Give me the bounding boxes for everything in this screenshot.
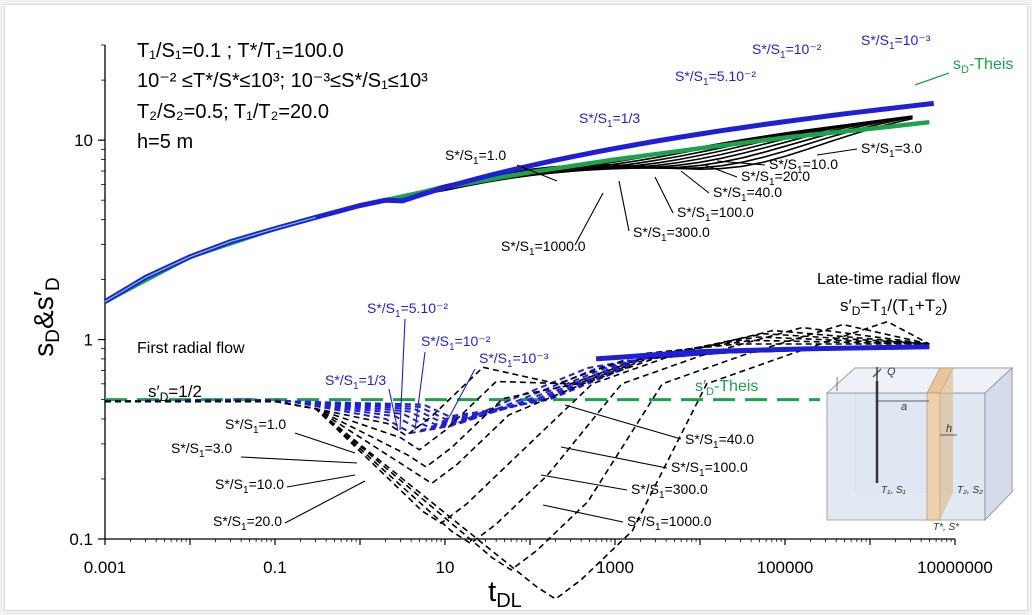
lower-label-blue: S*/S1=5.10⁻² bbox=[367, 300, 448, 320]
lower-label-black: S*/S1=40.0 bbox=[685, 431, 754, 451]
lower-label-black-leader bbox=[286, 474, 356, 488]
lower-curve-blue bbox=[104, 345, 930, 435]
sd-theis-label: sD-Theis bbox=[953, 56, 1013, 76]
lower-label-black: S*/S1=20.0 bbox=[213, 513, 282, 533]
upper-label-black-leader bbox=[654, 176, 674, 214]
upper-label-blue: S*/S1=5.10⁻² bbox=[675, 68, 756, 88]
sd-theis-leader bbox=[914, 72, 950, 86]
lower-label-black-leader bbox=[560, 446, 668, 469]
svg-text:T₁, S₁: T₁, S₁ bbox=[881, 485, 906, 496]
lower-label-blue: S*/S1=10⁻² bbox=[421, 333, 491, 353]
svg-text:Q: Q bbox=[887, 366, 896, 378]
lower-label-black: S*/S1=1.0 bbox=[225, 416, 286, 436]
lower-label-black: S*/S1=3.0 bbox=[171, 440, 232, 460]
header-line-2: 10⁻² ≤T*/S*≤10³; 10⁻³≤S*/S₁≤10³ bbox=[137, 70, 428, 92]
lower-label-black: S*/S1=10.0 bbox=[215, 476, 284, 496]
lower-label-black-leader bbox=[542, 504, 624, 523]
curve-labels: S*/S1=10⁻²S*/S1=10⁻³S*/S1=5.10⁻²S*/S1=1/… bbox=[171, 32, 931, 533]
lower-curve-black bbox=[105, 323, 930, 571]
svg-text:T*, S*: T*, S* bbox=[933, 522, 960, 533]
lower-label-blue: S*/S1=1/3 bbox=[325, 372, 386, 392]
chart-svg: 0.001 0.1 10 1000 100000 10000000 0.1 1 10 tDL s… bbox=[28, 32, 1019, 612]
upper-label-blue: S*/S1=1/3 bbox=[579, 110, 640, 130]
x-tick-label: 10 bbox=[436, 558, 455, 577]
svg-text:T₂, S₂: T₂, S₂ bbox=[957, 485, 983, 496]
x-tick-label: 100000 bbox=[757, 558, 814, 577]
upper-label-black-leader bbox=[816, 148, 858, 156]
lower-label-black-leader bbox=[240, 456, 358, 464]
lower-curve-black bbox=[105, 329, 930, 525]
lower-label-blue-leader bbox=[414, 351, 426, 431]
lower-curve-black bbox=[105, 326, 930, 545]
inset-schematic: Q a h T₁, S₁ T₂, S₂ T*, S* bbox=[825, 363, 1019, 533]
upper-label-black-leader bbox=[716, 160, 766, 166]
x-tick-label: 1000 bbox=[596, 558, 634, 577]
tick-labels: 0.001 0.1 10 1000 100000 10000000 0.1 1 10 bbox=[69, 131, 992, 577]
lower-label-black: S*/S1=1000.0 bbox=[627, 513, 712, 533]
upper-label-black-leader bbox=[704, 164, 738, 178]
upper-label-blue: S*/S1=10⁻² bbox=[752, 41, 822, 61]
lower-label-black-leader bbox=[294, 432, 356, 454]
lower-label-blue-leader bbox=[444, 368, 476, 426]
y-axis-title: sD&s′D bbox=[28, 277, 64, 356]
ticks bbox=[98, 44, 956, 545]
upper-curve-blue bbox=[103, 100, 935, 304]
lower-curve-black bbox=[105, 332, 930, 485]
late-time-flow-eq: s′D=T1/(T1+T2) bbox=[840, 296, 948, 318]
late-time-flow-label: Late-time radial flow bbox=[817, 271, 961, 288]
x-axis-title: tDL bbox=[488, 576, 522, 612]
chart-frame: 0.001 0.1 10 1000 100000 10000000 0.1 1 10 tDL s… bbox=[4, 4, 1028, 612]
y-tick-label: 0.1 bbox=[69, 530, 93, 549]
upper-label-black-leader bbox=[680, 170, 710, 194]
upper-label-black-leader bbox=[516, 164, 558, 182]
upper-label-black-leader bbox=[574, 192, 604, 246]
upper-label-black: S*/S1=40.0 bbox=[713, 184, 782, 204]
first-radial-flow-eq: s′D=1/2 bbox=[148, 382, 202, 404]
upper-label-black: S*/S1=20.0 bbox=[741, 168, 810, 188]
lower-curve-blue bbox=[104, 345, 930, 432]
upper-curve-black bbox=[104, 117, 913, 303]
lower-curve-blue bbox=[104, 345, 930, 429]
upper-curve-cyan bbox=[104, 216, 316, 303]
lower-label-black-leader bbox=[564, 404, 682, 440]
curves bbox=[103, 100, 935, 600]
upper-label-black: S*/S1=1000.0 bbox=[501, 238, 586, 258]
y-tick-label: 10 bbox=[74, 131, 93, 150]
header-line-1: T₁/S₁=0.1 ; T*/T₁=100.0 bbox=[137, 40, 344, 62]
first-radial-flow-label: First radial flow bbox=[137, 340, 245, 357]
lower-label-black: S*/S1=300.0 bbox=[631, 481, 708, 501]
lower-label-blue-leader bbox=[399, 318, 406, 431]
upper-label-black: S*/S1=300.0 bbox=[633, 224, 710, 244]
upper-curve-black bbox=[104, 115, 913, 303]
svg-text:h: h bbox=[946, 423, 952, 435]
upper-label-black-leader bbox=[618, 180, 630, 232]
svg-text:a: a bbox=[901, 401, 907, 413]
upper-label-black: S*/S1=100.0 bbox=[677, 204, 754, 224]
upper-label-blue: S*/S1=10⁻³ bbox=[861, 32, 931, 52]
lower-label-blue-leader bbox=[388, 388, 399, 432]
x-tick-label: 0.1 bbox=[263, 558, 287, 577]
header-line-4: h=5 m bbox=[137, 131, 193, 153]
x-tick-label: 0.001 bbox=[84, 558, 127, 577]
lower-label-black-leader bbox=[540, 474, 628, 491]
x-tick-label: 10000000 bbox=[917, 558, 993, 577]
sdp-theis-label: s′D-Theis bbox=[695, 378, 758, 398]
upper-label-black: S*/S1=1.0 bbox=[445, 147, 506, 167]
lower-label-black-leader bbox=[284, 480, 366, 524]
lower-label-blue: S*/S1=10⁻³ bbox=[479, 350, 549, 370]
upper-label-black: S*/S1=10.0 bbox=[769, 156, 838, 176]
header-line-3: T₂/S₂=0.5; T₁/T₂=20.0 bbox=[137, 101, 329, 123]
upper-label-black: S*/S1=3.0 bbox=[861, 140, 922, 160]
lower-curve-blue-late bbox=[595, 344, 930, 362]
y-tick-label: 1 bbox=[84, 331, 93, 350]
lower-label-black: S*/S1=100.0 bbox=[671, 459, 748, 479]
